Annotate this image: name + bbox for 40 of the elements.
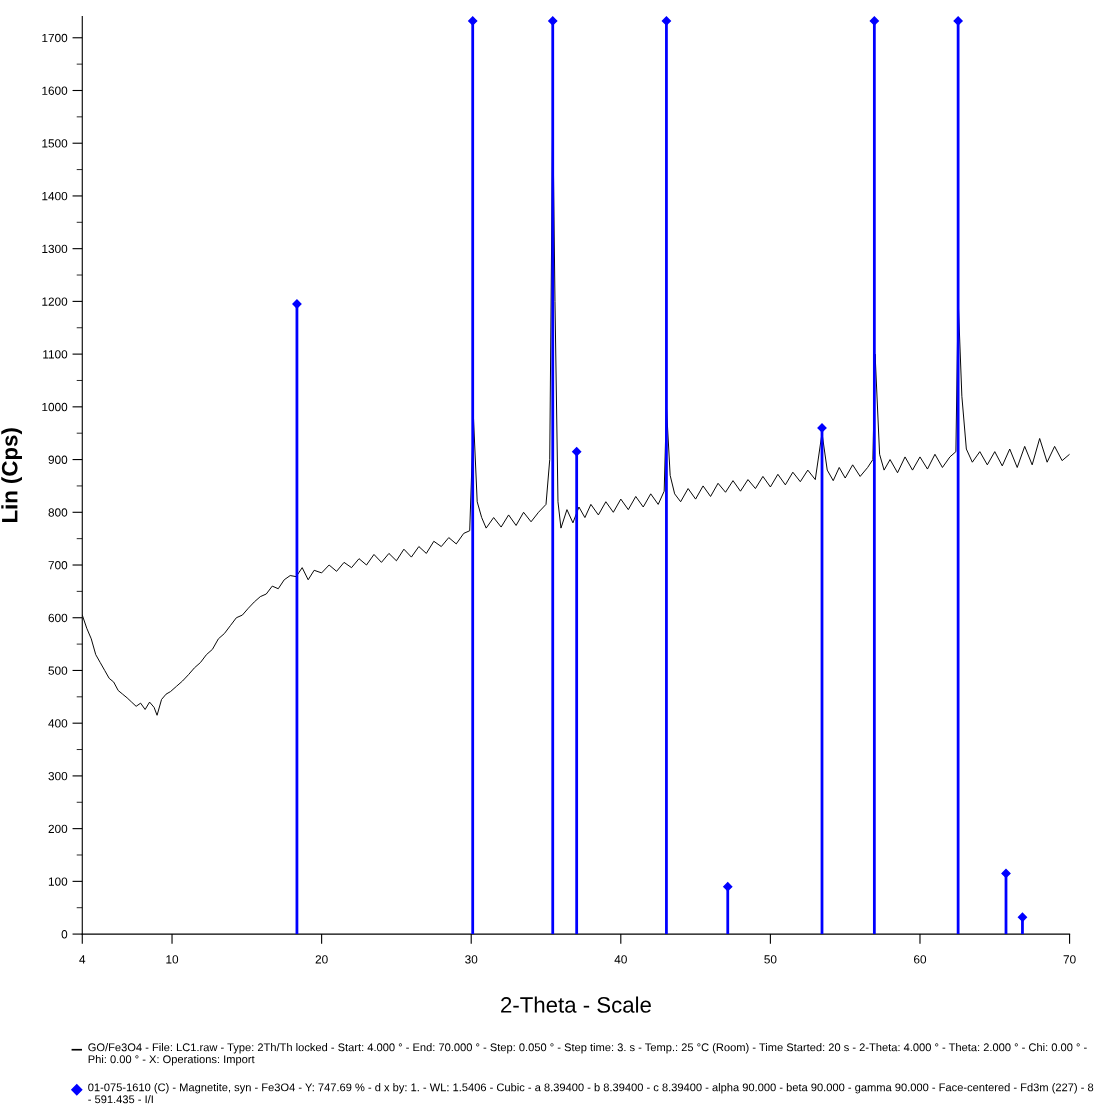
y-tick-label: 300 [48,771,68,781]
y-tick-label: 1200 [42,297,68,306]
point [953,16,963,26]
y-tick-label: 100 [48,877,68,886]
y-tick-label: 0 [61,930,68,939]
y-tick-label: 700 [48,561,68,570]
x-tick-label: 20 [315,955,328,964]
point [661,16,672,26]
y-tick-label: 1100 [43,350,68,359]
legend-label: GO/Fe3O4 - File: LC1.raw - Type: 2Th/Th locked - Start: 4.000 ° - End: 70.000 ° - Step: 0.050 ° - Step time: 3. s - Temp.: 25 °C (Room) - Time Started: 20 s - 2-Theta: 4.000 ° - Theta: 2.000 ° - Chi: 0.00 ° - Phi: 0.00 ° - X: Operations: Import [88,1043,1087,1066]
x-tick-label: 30 [465,955,478,964]
y-tick-label: 800 [48,508,68,517]
y-tick-label: 1400 [42,191,68,201]
x-axis-title: 2-Theta - Scale [501,996,651,1013]
y-tick-label: 400 [48,719,68,728]
x-tick-label: 60 [914,955,927,964]
x-tick-label: 50 [764,955,777,964]
x-tick-label: 4 [79,955,86,964]
y-tick-label: 1600 [42,86,68,95]
point [723,882,733,892]
point [869,16,879,26]
point [468,16,478,26]
x-tick-label: 10 [166,955,179,964]
y-tick-label: 1000 [42,402,68,412]
y-tick-label: 1500 [42,139,68,148]
point [572,447,582,457]
x-tick-label: 40 [614,955,627,964]
y-tick-label: 900 [48,455,68,464]
y-tick-label: 500 [48,666,68,675]
x-tick-label: 70 [1063,955,1076,964]
y-axis-title: Lin (Cps) [1,428,22,523]
point [817,423,827,433]
point [1001,868,1011,879]
y-tick-label: 200 [48,824,68,834]
legend-label: 01-075-1610 (C) - Magnetite, syn - Fe3O4 - Y: 747.69 % - d x by: 1. - WL: 1.5406 - Cubic - a 8.39400 - b 8.39400 - c 8.39400 - alpha 90.000 - beta 90.000 - gamma 90.000 - Face-centered - Fd3m (227) - 8 - 591.435 - I/I [88,1083,1094,1104]
point [548,16,558,26]
y-tick-label: 1300 [42,244,68,254]
point [1017,912,1028,922]
y-tick-label: 1700 [42,33,68,43]
y-tick-label: 600 [48,613,68,623]
